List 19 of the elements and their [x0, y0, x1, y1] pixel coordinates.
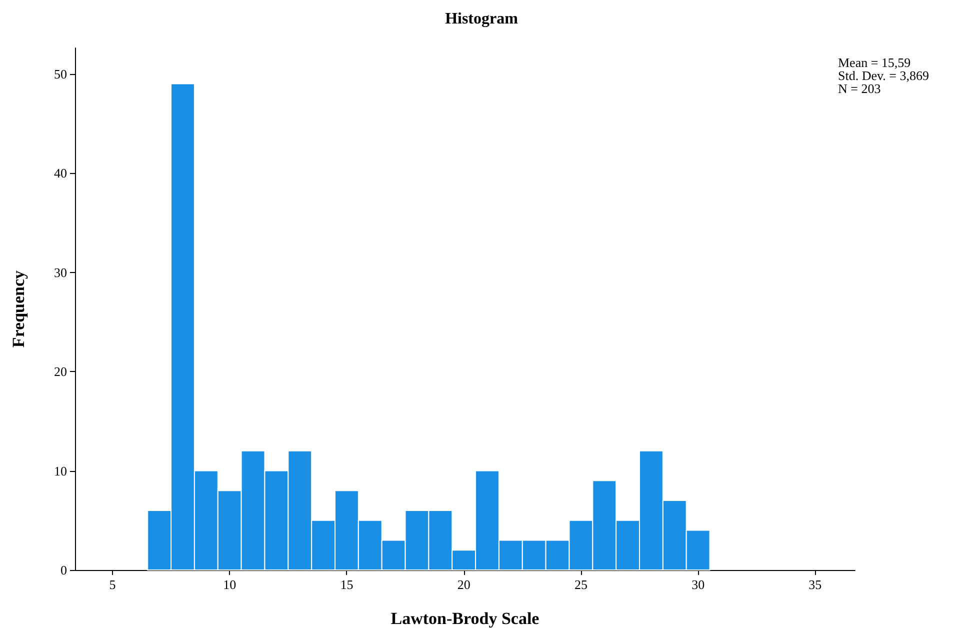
y-axis-title: Frequency	[9, 270, 28, 348]
annotation: Std. Dev. = 3,869	[838, 68, 929, 83]
x-tick-label: 20	[457, 577, 470, 592]
y-tick-label: 50	[54, 66, 67, 82]
x-tick-label: 10	[223, 577, 236, 592]
y-tick-label: 40	[54, 166, 67, 181]
x-axis-title: Lawton-Brody Scale	[390, 609, 540, 628]
chart-title: Histogram	[445, 10, 519, 28]
y-tick-label: 0	[60, 562, 67, 578]
x-tick-label: 5	[109, 577, 116, 592]
y-tick-label: 20	[54, 364, 67, 380]
y-tick-label: 30	[54, 264, 67, 280]
annotation: Mean = 15,59	[838, 55, 911, 70]
x-tick-label: 25	[574, 577, 588, 592]
x-tick-label: 15	[340, 577, 354, 592]
annotation: N = 203	[838, 81, 881, 96]
x-tick-label: 35	[808, 577, 822, 592]
x-tick-label: 30	[692, 577, 705, 592]
y-tick-label: 10	[54, 463, 67, 478]
